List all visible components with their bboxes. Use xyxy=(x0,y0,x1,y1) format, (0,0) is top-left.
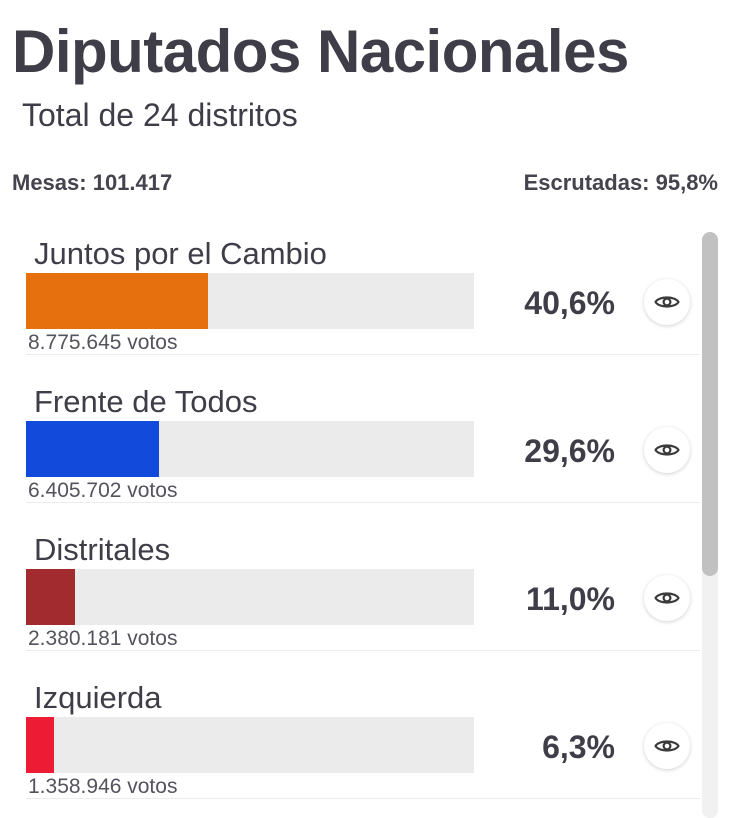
party-row-distritales: Distritales 2.380.181 votos 11,0% xyxy=(0,528,700,676)
view-details-button[interactable] xyxy=(644,575,690,621)
row-divider xyxy=(26,650,700,651)
vote-bar xyxy=(26,421,474,477)
results-list[interactable]: Juntos por el Cambio 8.775.645 votos 40,… xyxy=(0,232,700,818)
party-percent: 11,0% xyxy=(526,581,615,617)
vote-bar xyxy=(26,273,474,329)
party-votes: 6.405.702 votos xyxy=(28,479,178,502)
eye-icon xyxy=(654,296,680,308)
party-percent: 40,6% xyxy=(524,285,615,321)
party-name: Distritales xyxy=(34,532,171,567)
vote-bar-fill xyxy=(26,569,75,625)
party-percent: 6,3% xyxy=(542,729,615,765)
party-name: Izquierda xyxy=(34,680,162,715)
row-divider xyxy=(26,354,700,355)
eye-icon xyxy=(654,592,680,604)
party-votes: 8.775.645 votos xyxy=(28,331,178,354)
row-divider xyxy=(26,502,700,503)
party-row-frente-de-todos: Frente de Todos 6.405.702 votos 29,6% xyxy=(0,380,700,528)
view-details-button[interactable] xyxy=(644,723,690,769)
eye-icon xyxy=(654,740,680,752)
escrutadas-percent: Escrutadas: 95,8% xyxy=(523,170,718,195)
vote-bar xyxy=(26,569,474,625)
party-votes: 1.358.946 votos xyxy=(28,775,178,798)
row-divider xyxy=(26,798,700,799)
party-name: Juntos por el Cambio xyxy=(34,236,327,271)
eye-icon xyxy=(654,444,680,456)
page-title: Diputados Nacionales xyxy=(12,18,629,85)
party-percent: 29,6% xyxy=(524,433,615,469)
party-votes: 2.380.181 votos xyxy=(28,627,178,650)
vote-bar-fill xyxy=(26,273,208,329)
party-row-izquierda: Izquierda 1.358.946 votos 6,3% xyxy=(0,676,700,818)
vote-bar xyxy=(26,717,474,773)
mesas-count: Mesas: 101.417 xyxy=(12,170,173,195)
view-details-button[interactable] xyxy=(644,427,690,473)
view-details-button[interactable] xyxy=(644,279,690,325)
party-row-juntos-por-el-cambio: Juntos por el Cambio 8.775.645 votos 40,… xyxy=(0,232,700,380)
scrollbar-thumb[interactable] xyxy=(702,232,718,576)
page-subtitle: Total de 24 distritos xyxy=(22,97,298,133)
vote-bar-fill xyxy=(26,421,159,477)
vote-bar-fill xyxy=(26,717,54,773)
party-name: Frente de Todos xyxy=(34,384,258,419)
